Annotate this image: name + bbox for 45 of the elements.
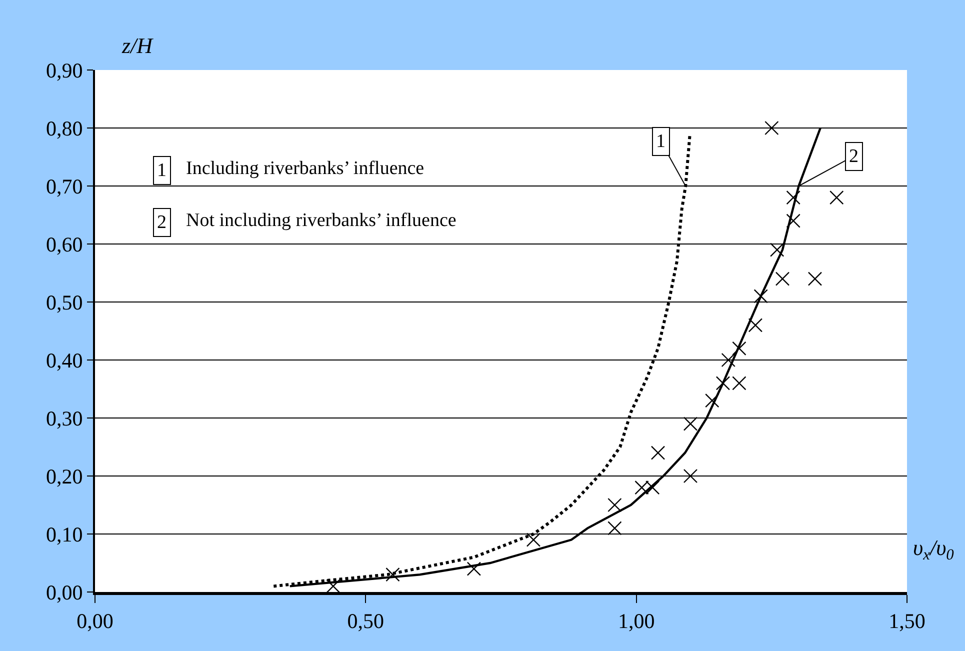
point (770, 242, 784, 257)
x-tick-label: 0,50 (347, 609, 384, 634)
y-tick-label: 0,90 (46, 58, 83, 82)
point (683, 468, 698, 484)
point (830, 190, 844, 205)
annotation: Not including riverbanks’ influence (186, 210, 456, 231)
text: 1 (157, 160, 166, 181)
point (526, 532, 541, 547)
point (326, 579, 340, 594)
point (764, 120, 779, 136)
point (608, 498, 622, 512)
point (732, 376, 746, 390)
y-tick-label: 0,80 (46, 116, 83, 140)
point (786, 214, 800, 228)
series-label: 2 (849, 146, 858, 167)
point (386, 568, 400, 582)
text: 2 (157, 212, 166, 233)
annotation: Including riverbanks’ influence (186, 158, 424, 179)
point (683, 416, 698, 431)
series-label: 1 (656, 131, 666, 152)
point (732, 341, 746, 356)
y-tick-label: 0,40 (46, 348, 83, 372)
point (721, 352, 736, 368)
y-tick-label: 0,00 (46, 580, 83, 604)
x-tick-label: 0,00 (76, 609, 114, 634)
point (716, 376, 730, 390)
y-axis-title: z/H (121, 33, 154, 58)
y-tick-label: 0,20 (46, 464, 83, 488)
x-tick-label: 1,00 (618, 609, 655, 634)
point (754, 289, 768, 304)
y-tick-label: 0,10 (46, 522, 83, 546)
point (608, 521, 622, 536)
y-tick-label: 0,60 (46, 232, 83, 256)
point (775, 272, 790, 286)
point (705, 394, 720, 408)
y-tick-label: 0,50 (46, 290, 83, 314)
x-axis-title: υ$_{x}$/υ$_{0}$ (913, 535, 954, 564)
y-tick-label: 0,30 (46, 406, 83, 430)
point (808, 272, 822, 286)
point (466, 562, 482, 576)
x-tick-label: 1,50 (888, 609, 926, 634)
point (748, 318, 763, 332)
point (650, 446, 666, 460)
y-tick-label: 0,70 (46, 174, 83, 198)
point (786, 190, 800, 205)
